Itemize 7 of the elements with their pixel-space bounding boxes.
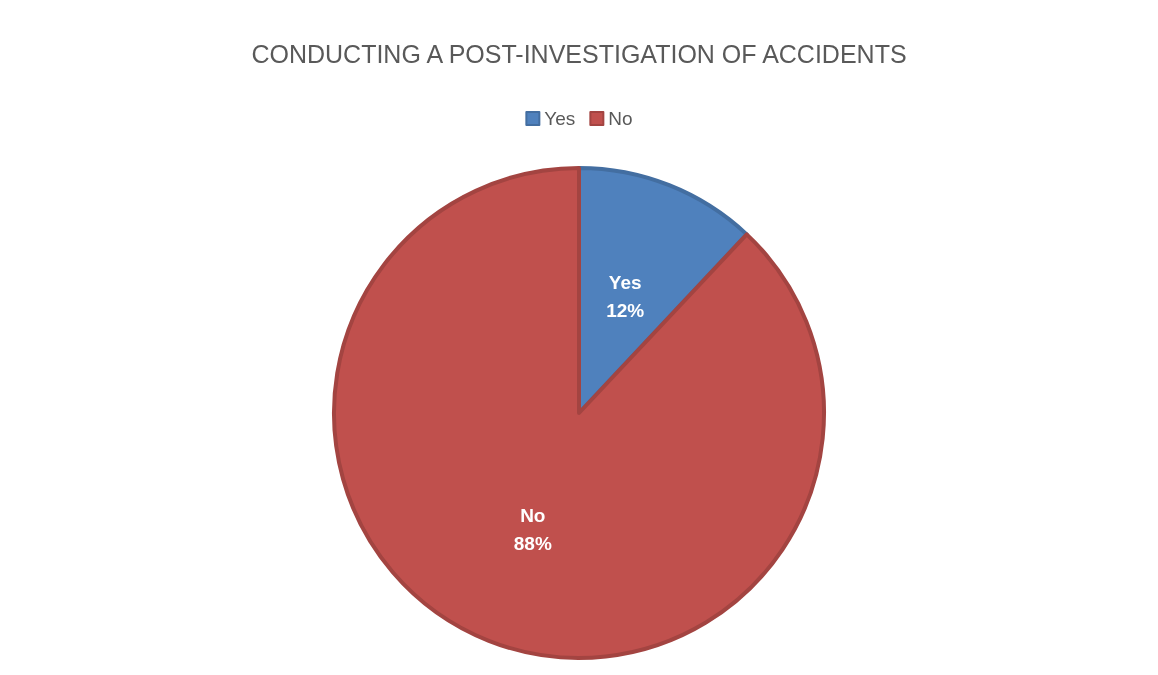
slice-label: Yes bbox=[608, 271, 642, 293]
legend-label: Yes bbox=[544, 108, 576, 129]
slice-label: No bbox=[520, 505, 546, 527]
legend-label: No bbox=[608, 108, 633, 129]
chart-title: CONDUCTING A POST-INVESTIGATION OF ACCIDENTS bbox=[251, 39, 907, 68]
data-label: 12% bbox=[606, 299, 645, 321]
data-label: 88% bbox=[513, 533, 552, 555]
